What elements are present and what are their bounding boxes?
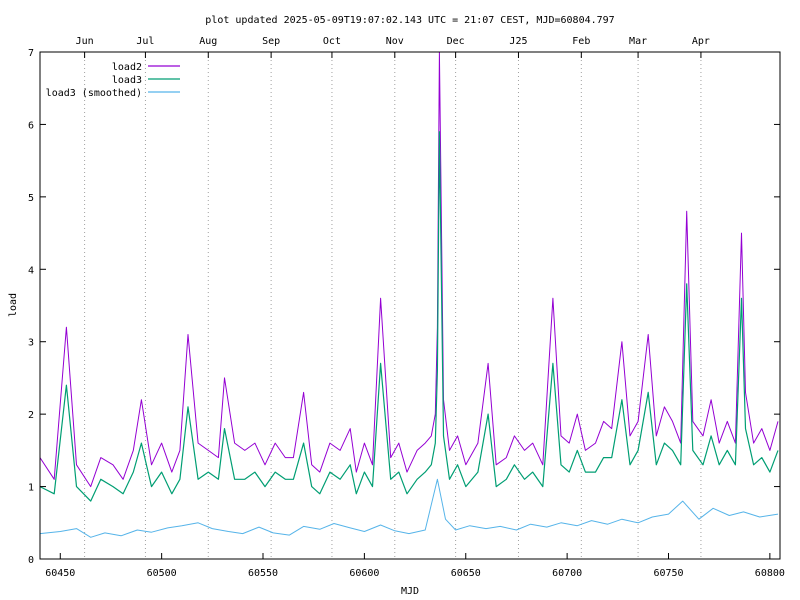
top-tick-label: Aug [199,36,217,47]
y-tick-label: 5 [28,193,34,204]
x-tick-label: 60700 [552,568,582,579]
legend-label: load3 (smoothed) [46,88,142,99]
load3-smoothed-series [39,478,779,538]
x-tick-label: 60800 [755,568,785,579]
legend: load2 load3 load3 (smoothed) [46,62,180,99]
legend-entry-load2: load2 [112,62,180,73]
top-tick-label: Nov [386,36,404,47]
y-tick-label: 3 [28,338,34,349]
x-tick-label: 60500 [147,568,177,579]
x-tick-label: 60600 [349,568,379,579]
top-tick-label: Mar [629,36,647,47]
top-tick-label: Jul [136,36,154,47]
x-tick-label: 60450 [45,568,75,579]
y-tick-label: 2 [28,410,34,421]
legend-entry-load3-smoothed: load3 (smoothed) [46,88,180,99]
plot-data [39,51,779,538]
x-axis-label: MJD [401,586,419,597]
chart-title: plot updated 2025-05-09T19:07:02.143 UTC… [205,15,614,26]
plot-frame [39,51,781,560]
legend-label: load2 [112,62,142,73]
x-tick-label: 60650 [451,568,481,579]
legend-entry-load3: load3 [112,75,180,86]
top-tick-label: Oct [323,36,341,47]
top-tick-label: Feb [572,36,590,47]
top-tick-label: Apr [692,36,710,47]
y-axis-label: load [8,293,19,317]
y-tick-label: 6 [28,120,34,131]
y-tick-label: 0 [28,555,34,566]
month-grid [84,52,702,559]
load3-series [39,131,779,502]
top-tick-label: J25 [509,36,527,47]
y-tick-label: 4 [28,265,34,276]
top-tick-label: Dec [447,36,465,47]
legend-label: load3 [112,75,142,86]
y-tick-label: 1 [28,483,34,494]
load2-series [39,51,779,488]
x-tick-label: 60550 [248,568,278,579]
top-tick-label: Jun [76,36,94,47]
y-tick-label: 7 [28,48,34,59]
top-tick-label: Sep [262,36,280,47]
x-tick-label: 60750 [653,568,683,579]
